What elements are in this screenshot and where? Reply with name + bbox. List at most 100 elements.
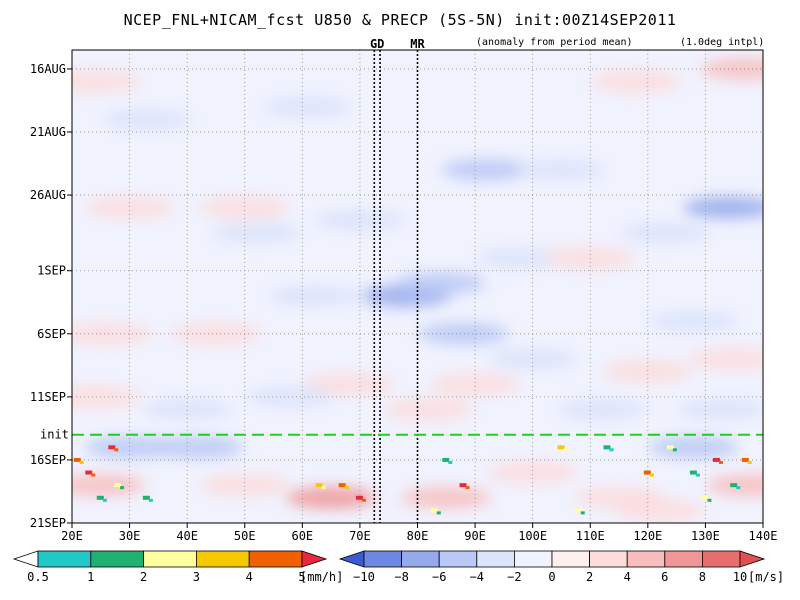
precip-cell [563,448,568,452]
u850-anomaly-blob [614,499,705,522]
u850-anomaly-blob [556,398,647,421]
u850-anomaly-blob [142,398,233,421]
precip-cell [459,483,467,488]
colorbar-label: 2 [586,570,593,584]
y-tick-label: 26AUG [30,188,66,202]
precip-cell [712,457,720,462]
u850-anomaly-blob [72,70,141,93]
u850-anomaly-blob [602,360,693,383]
colorbar-cell [438,550,478,568]
precip-cell [142,495,150,500]
chart-title: NCEP_FNL+NICAM_fcst U850 & PRECP (5S-5N)… [123,11,677,29]
precip-cell [148,498,153,502]
precip-cell [102,498,107,502]
colorbar-cell [551,550,590,568]
colorbar-label: −2 [507,570,521,584]
u850-anomaly-blob [314,209,405,232]
precip-cell [580,511,585,515]
precip-cell [361,498,366,502]
y-tick-label: 16AUG [30,62,66,76]
y-tick-label: 6SEP [37,327,66,341]
region-lines [373,50,419,523]
colorbar-label: −8 [394,570,408,584]
u850-anomaly-blob [384,398,475,421]
u850-anomaly-blob [395,272,486,295]
region-label: GD [370,37,384,51]
precip-cell [609,448,614,452]
precip-cell [355,495,363,500]
interpolation-note: (1.0deg intpl) [680,37,765,48]
u850-anomaly-blob [170,146,261,169]
precip-cell [114,483,122,488]
colorbar-label: −6 [432,570,446,584]
colorbar-label: 3 [193,570,200,584]
colorbar-cell [143,550,197,568]
precip-cell [695,473,700,477]
precip-cell [707,498,712,502]
precip-cell [442,457,450,462]
precip-cell [574,508,582,513]
u850-anomaly-blob [343,83,434,106]
u850-anomaly-blob [516,158,607,181]
y-tick-label: 21SEP [30,516,66,530]
init-label: init [40,428,69,442]
colorbar-label: 4 [624,570,631,584]
u850-anomaly-blob [476,247,567,270]
colorbar-cell [702,550,741,568]
precip-cell [730,483,738,488]
u850-anomaly-blob [199,196,290,219]
precip-cell [79,460,84,464]
precip-cell [321,486,326,490]
x-tick-label: 70E [349,529,371,543]
u850-anomaly-blob [487,348,578,371]
u850-anomaly-blob [153,436,244,459]
x-tick-label: 60E [291,529,313,543]
colorbar-label: 8 [699,570,706,584]
precip-cell [108,445,116,450]
precip-cell [603,445,611,450]
u850-anomaly-blob [441,158,532,181]
precip-cell [315,483,323,488]
u850-anomaly-blob [199,474,290,497]
y-tick-label: 21AUG [30,125,66,139]
precip-cell [344,486,349,490]
u850-anomaly-blob [689,348,763,371]
precip-cell [718,460,723,464]
u850-colorbar: −10 −8 −6 −4 −2 0 2 4 6 8 10 [m/s] [338,550,784,584]
x-tick-label: 20E [61,529,83,543]
precip-cell [96,495,104,500]
colorbar-label: 10 [733,570,747,584]
colorbar-label: 0.5 [27,570,49,584]
colorbar-cell [90,550,145,568]
u850-anomaly-blob [683,196,763,219]
colorbar-unit: [mm/h] [300,570,343,584]
u850-anomaly-blob [84,436,175,459]
colorbar-label: 2 [140,570,147,584]
u850-anomaly-blob [72,474,146,497]
colorbar-unit: [m/s] [748,570,784,584]
u850-anomaly-blob [706,474,763,497]
u850-anomaly-blob [245,385,336,408]
precip-cell [91,473,96,477]
u850-anomaly-blob [286,486,377,509]
u850-anomaly-blob [401,486,492,509]
u850-anomaly-blob [263,95,354,118]
u850-anomaly-blob [430,373,521,396]
precip-cell [736,486,741,490]
u850-anomaly-blob [648,310,739,333]
u850-anomaly-blob [677,398,763,421]
x-tick-label: 50E [234,529,256,543]
x-axis: 20E 30E 40E 50E 60E 70E 80E 90E 100E 110E 120E 130E… [61,523,777,543]
y-tick-label: 1SEP [37,264,66,278]
x-tick-label: 130E [691,529,720,543]
colorbar-label: 1 [87,570,94,584]
x-tick-label: 80E [407,529,429,543]
u850-anomaly-blob [591,70,682,93]
precip-cell [701,495,709,500]
colorbar-cell [248,550,303,568]
precip-cell [689,470,697,475]
precip-cell [85,470,93,475]
precip-cell [643,470,651,475]
x-tick-label: 120E [633,529,662,543]
